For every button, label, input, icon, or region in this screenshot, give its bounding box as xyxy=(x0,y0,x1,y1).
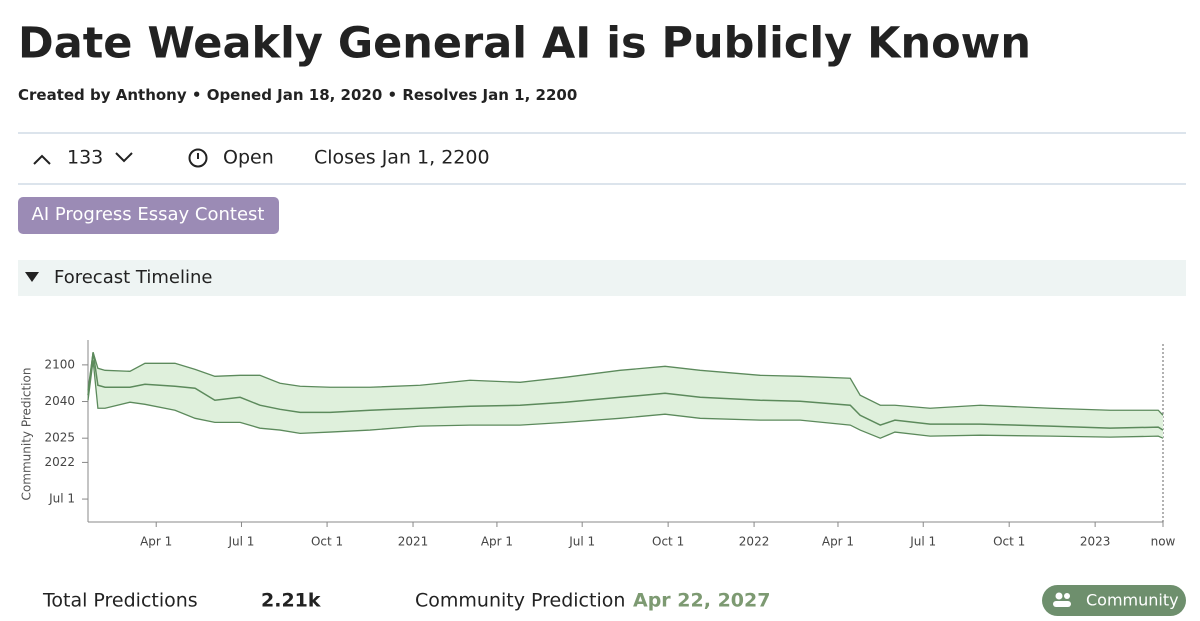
downvote[interactable] xyxy=(115,152,133,163)
meta-opened: Opened Jan 18, 2020 xyxy=(207,86,383,104)
x-tick-label: 2023 xyxy=(1080,535,1111,549)
section-title: Forecast Timeline xyxy=(54,267,212,288)
community-button[interactable] xyxy=(1042,585,1186,616)
meta-author: Created by Anthony xyxy=(18,86,187,104)
stat-label: Community Prediction xyxy=(415,590,625,612)
closes: Closes Jan 1, 2200 xyxy=(314,147,490,169)
y-tick-label: 2025 xyxy=(44,431,75,445)
section-bar[interactable] xyxy=(18,260,1186,296)
y-tick-label: 2100 xyxy=(44,357,75,371)
x-tick-label: 2022 xyxy=(739,535,770,549)
votes: 133 xyxy=(67,147,103,169)
lower-line xyxy=(87,360,1164,439)
x-tick-label: Jul 1 xyxy=(909,535,936,549)
x-tick-label: Apr 1 xyxy=(481,535,513,549)
x-tick-label: Jul 1 xyxy=(568,535,595,549)
x-tick-label: Oct 1 xyxy=(311,535,343,549)
people-icon xyxy=(1053,601,1071,607)
y-tick-label: Jul 1 xyxy=(48,492,75,506)
median-line xyxy=(87,352,1164,431)
chart: Community Prediction 2100 2040 2025 2022 Jul … xyxy=(20,340,1176,549)
band-fill xyxy=(88,352,1163,439)
caret xyxy=(25,272,39,282)
x-tick-label: Jul 1 xyxy=(228,535,255,549)
x-tick-label: 2021 xyxy=(398,535,429,549)
stat-value: 2.21k xyxy=(261,590,321,612)
people-icon xyxy=(1055,592,1063,600)
meta-sep: • xyxy=(187,86,207,104)
title: Date Weakly General AI is Publicly Known xyxy=(18,19,1031,69)
y-tick-label: 2022 xyxy=(44,455,75,469)
upvote[interactable] xyxy=(33,154,51,165)
x-tick-label: Apr 1 xyxy=(140,535,172,549)
clock-icon xyxy=(188,148,208,168)
tag: AI Progress Essay Contest xyxy=(32,204,265,225)
stat-value: Apr 22, 2027 xyxy=(633,590,770,612)
x-tick-label: now xyxy=(1151,535,1176,549)
button-label: Community xyxy=(1086,591,1179,610)
y-tick-label: 2040 xyxy=(44,394,75,408)
stat-label: Total Predictions xyxy=(42,590,198,612)
y-axis-label: Community Prediction xyxy=(20,368,34,501)
upper-line xyxy=(87,352,1164,416)
tag-box[interactable] xyxy=(18,197,279,234)
meta-sep: • xyxy=(382,86,402,104)
x-tick-label: Apr 1 xyxy=(822,535,854,549)
people-icon xyxy=(1064,593,1070,599)
x-tick-label: Oct 1 xyxy=(993,535,1025,549)
meta: Created by Anthony • Opened Jan 18, 2020… xyxy=(18,86,577,104)
meta-resolves: Resolves Jan 1, 2200 xyxy=(402,86,577,104)
x-tick-label: Oct 1 xyxy=(652,535,684,549)
status: Open xyxy=(223,147,274,169)
